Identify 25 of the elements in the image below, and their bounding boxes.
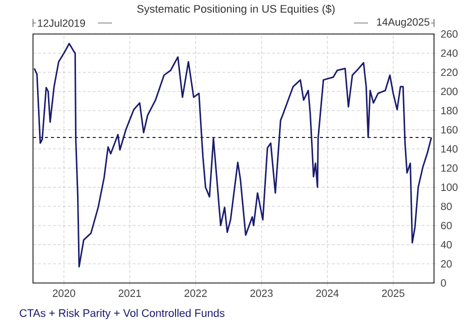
text: 14Aug2025 <box>377 18 430 28</box>
text: 12Jul2019 <box>38 19 85 27</box>
y-tick-label: 60 <box>441 222 452 230</box>
y-tick-label: 80 <box>440 202 452 210</box>
y-tick-label: 40 <box>440 240 452 248</box>
y-tick-label: 100 <box>441 184 458 191</box>
chart-title: Systematic Positioning in US Equities ($) <box>137 4 335 15</box>
x-tick-label: 2021 <box>118 290 141 297</box>
y-tick-label: 160 <box>441 126 458 134</box>
x-tick-label: 2022 <box>184 290 207 297</box>
y-tick-label: 180 <box>441 106 458 114</box>
text: CTAs + Risk Parity + Vol Controlled Funds <box>20 308 224 320</box>
y-tick-label: 140 <box>441 145 458 153</box>
x-tick-label: 2025 <box>382 290 404 297</box>
y-tick-label: 260 <box>441 30 458 38</box>
y-tick-label: 20 <box>441 260 452 268</box>
y-tick-label: 120 <box>441 164 458 172</box>
y-tick-label: 200 <box>441 88 458 96</box>
y-tick-label: 220 <box>441 68 458 76</box>
x-tick-label: 2020 <box>52 290 76 297</box>
line-series <box>34 42 432 268</box>
y-tick-label: 0 <box>440 279 446 287</box>
x-tick-label: 2024 <box>316 290 339 297</box>
y-tick-label: 240 <box>441 49 458 57</box>
x-tick-label: 2023 <box>250 290 273 297</box>
